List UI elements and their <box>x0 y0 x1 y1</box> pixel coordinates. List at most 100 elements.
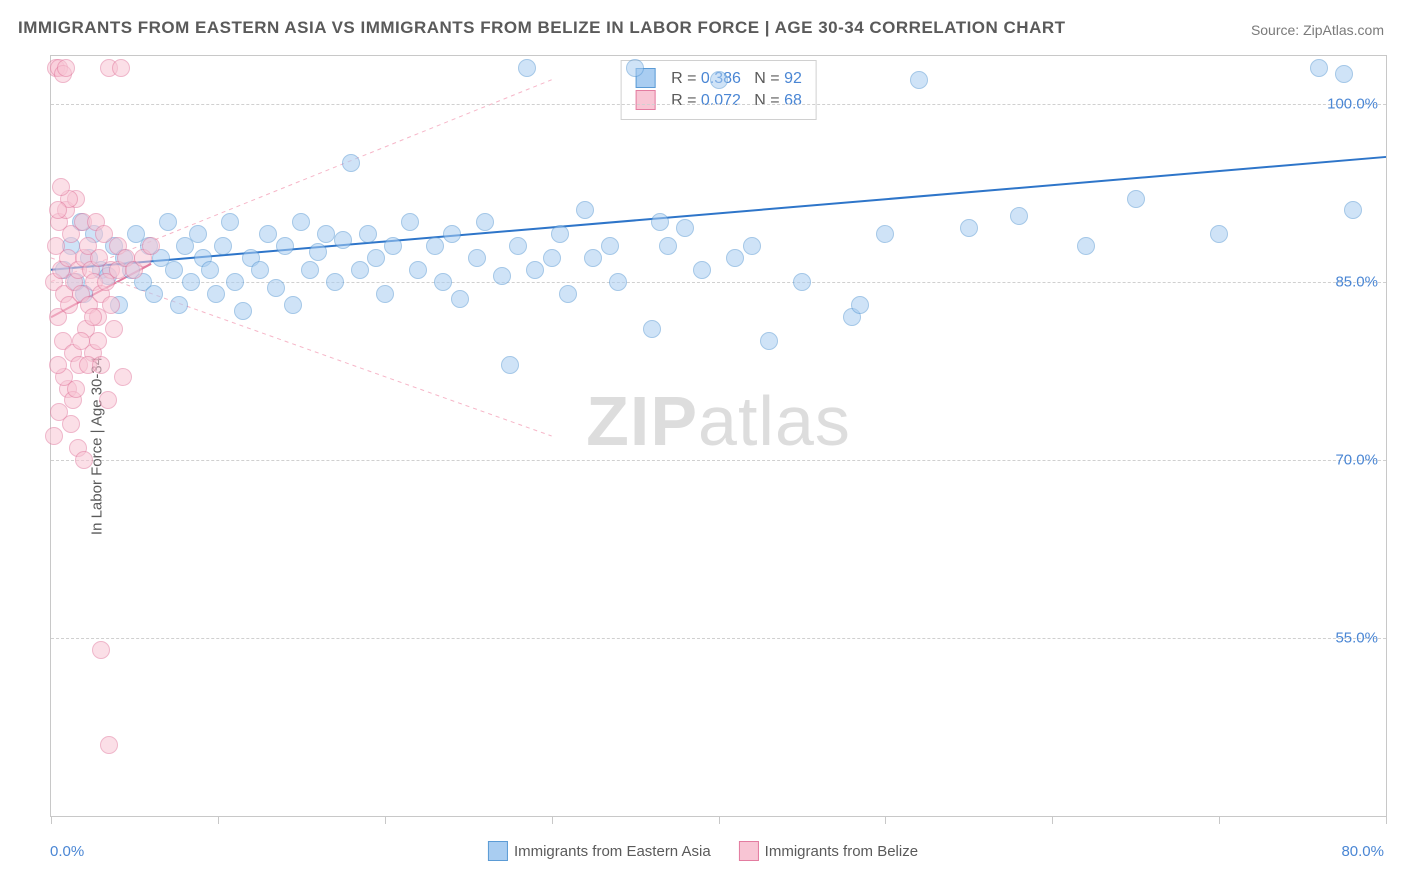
legend-label: Immigrants from Belize <box>765 843 918 860</box>
gridline-h <box>51 282 1386 283</box>
data-point <box>676 219 694 237</box>
stats-legend-box: R = 0.386 N = 92R = 0.072 N = 68 <box>620 60 817 120</box>
data-point <box>145 285 163 303</box>
data-point <box>52 178 70 196</box>
data-point <box>476 213 494 231</box>
data-point <box>207 285 225 303</box>
x-max-label: 80.0% <box>1341 843 1384 860</box>
x-tick <box>719 816 720 824</box>
data-point <box>693 261 711 279</box>
data-point <box>259 225 277 243</box>
x-tick <box>218 816 219 824</box>
data-point <box>102 296 120 314</box>
data-point <box>92 356 110 374</box>
data-point <box>84 308 102 326</box>
data-point <box>509 237 527 255</box>
data-point <box>284 296 302 314</box>
data-point <box>226 273 244 291</box>
data-point <box>351 261 369 279</box>
data-point <box>501 356 519 374</box>
data-point <box>114 368 132 386</box>
data-point <box>342 154 360 172</box>
data-point <box>57 59 75 77</box>
legend-label: Immigrants from Eastern Asia <box>514 843 711 860</box>
data-point <box>493 267 511 285</box>
legend-item: Immigrants from Eastern Asia <box>488 842 711 862</box>
bottom-legend: Immigrants from Eastern Asia Immigrants f… <box>488 842 918 862</box>
data-point <box>626 59 644 77</box>
data-point <box>760 332 778 350</box>
data-point <box>659 237 677 255</box>
data-point <box>75 451 93 469</box>
x-tick <box>1386 816 1387 824</box>
data-point <box>651 213 669 231</box>
chart-title: IMMIGRANTS FROM EASTERN ASIA VS IMMIGRAN… <box>18 18 1066 38</box>
data-point <box>251 261 269 279</box>
gridline-h <box>51 638 1386 639</box>
y-tick-label: 85.0% <box>1335 273 1378 290</box>
data-point <box>334 231 352 249</box>
data-point <box>301 261 319 279</box>
gridline-h <box>51 104 1386 105</box>
data-point <box>92 641 110 659</box>
data-point <box>426 237 444 255</box>
data-point <box>89 332 107 350</box>
x-min-label: 0.0% <box>50 843 84 860</box>
data-point <box>518 59 536 77</box>
data-point <box>165 261 183 279</box>
data-point <box>643 320 661 338</box>
gridline-h <box>51 460 1386 461</box>
data-point <box>1010 207 1028 225</box>
data-point <box>182 273 200 291</box>
data-point <box>1344 201 1362 219</box>
legend-swatch <box>739 841 759 861</box>
data-point <box>609 273 627 291</box>
data-point <box>234 302 252 320</box>
data-point <box>292 213 310 231</box>
data-point <box>1210 225 1228 243</box>
source-label: Source: ZipAtlas.com <box>1251 22 1384 38</box>
y-tick-label: 100.0% <box>1327 95 1378 112</box>
data-point <box>112 59 130 77</box>
data-point <box>743 237 761 255</box>
data-point <box>451 290 469 308</box>
data-point <box>576 201 594 219</box>
x-tick <box>385 816 386 824</box>
data-point <box>710 71 728 89</box>
data-point <box>910 71 928 89</box>
legend-swatch <box>488 841 508 861</box>
x-tick <box>885 816 886 824</box>
data-point <box>67 380 85 398</box>
data-point <box>99 391 117 409</box>
data-point <box>62 415 80 433</box>
data-point <box>276 237 294 255</box>
data-point <box>170 296 188 314</box>
data-point <box>376 285 394 303</box>
data-point <box>401 213 419 231</box>
plot-area: ZIPatlas R = 0.386 N = 92R = 0.072 N = 6… <box>50 55 1387 817</box>
data-point <box>559 285 577 303</box>
data-point <box>326 273 344 291</box>
data-point <box>142 237 160 255</box>
data-point <box>726 249 744 267</box>
data-point <box>105 320 123 338</box>
stats-row: R = 0.072 N = 68 <box>635 91 802 111</box>
data-point <box>960 219 978 237</box>
data-point <box>359 225 377 243</box>
data-point <box>45 427 63 445</box>
data-point <box>543 249 561 267</box>
y-tick-label: 70.0% <box>1335 451 1378 468</box>
data-point <box>201 261 219 279</box>
data-point <box>49 201 67 219</box>
data-point <box>468 249 486 267</box>
y-tick-label: 55.0% <box>1335 629 1378 646</box>
data-point <box>189 225 207 243</box>
data-point <box>221 213 239 231</box>
data-point <box>1335 65 1353 83</box>
data-point <box>317 225 335 243</box>
legend-swatch <box>635 90 655 110</box>
data-point <box>214 237 232 255</box>
data-point <box>793 273 811 291</box>
data-point <box>159 213 177 231</box>
data-point <box>434 273 452 291</box>
